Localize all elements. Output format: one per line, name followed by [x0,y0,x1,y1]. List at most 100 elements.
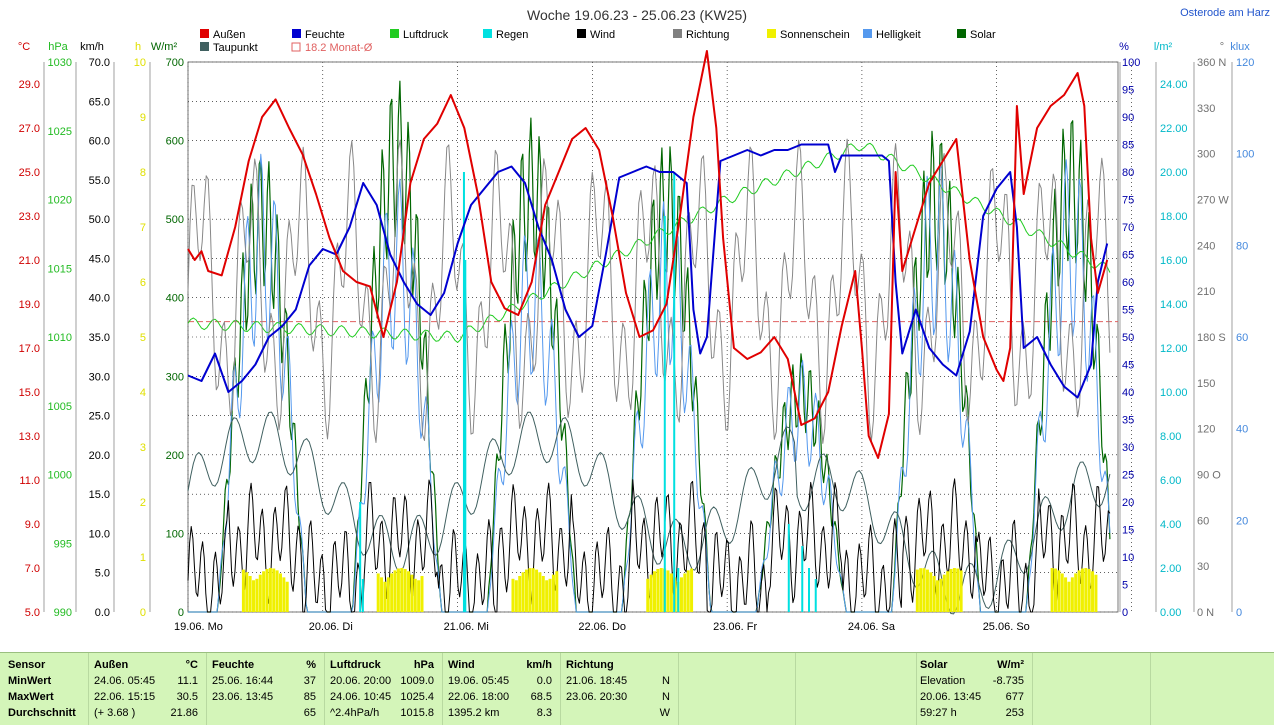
rain-tick: 2.00 [1160,563,1181,575]
x-label: 20.06. Di [309,621,353,633]
sunshine-bar [417,580,421,612]
sunshine-bar [255,578,259,612]
rain-tick: 16.00 [1160,255,1188,267]
footer-aussen-value: 30.5 [176,691,198,703]
humidity-tick: 85 [1122,140,1134,152]
sunhours-tick: 9 [140,112,146,124]
sunshine-bar [282,577,286,612]
footer-wind-time: 22.06. 18:00 [448,691,510,703]
footer-aussen-value: 21.86 [170,707,198,719]
sunshine-bar [272,568,276,612]
solar-tick: 500 [166,214,184,226]
footer-wind-time: 1395.2 km [448,707,500,719]
wind-unit: km/h [80,41,104,53]
sunshine-bar [929,572,933,612]
right-axes: 1009590858075706560555045403530252015105… [1119,41,1254,619]
footer-luftdruck-time: ^2.4hPa/h [330,707,380,719]
statistics-footer: Sensor Außen °C Feuchte% Luftdruck hPa Wind km/… [0,652,1274,725]
sunshine-bar [952,568,956,612]
sunshine-bar [258,574,262,612]
humidity-tick: 80 [1122,167,1134,179]
direction-tick: 180 S [1197,332,1226,344]
footer-solar-value: 677 [1005,691,1024,703]
rain-bar [801,546,804,612]
rain-tick: 0.00 [1160,607,1181,619]
location-label: Osterode am Harz [1180,7,1270,19]
legend-swatch [200,42,209,51]
humidity-unit: % [1119,41,1129,53]
sunshine-bar [686,570,690,612]
sunshine-bar [939,578,943,612]
sunshine-bar [649,574,653,612]
footer-header-richtung: Richtung [566,659,614,671]
footer-separator [795,653,796,725]
humidity-tick: 95 [1122,85,1134,97]
footer-header-feuchte-unit: % [306,659,316,671]
footer-richtung-value: N [662,675,670,687]
humidity-tick: 90 [1122,112,1134,124]
humidity-tick: 100 [1122,57,1140,69]
humidity-tick: 25 [1122,470,1134,482]
outside-temp-line [187,50,1109,459]
sunshine-bar [1070,577,1074,612]
sunshine-bar [922,568,926,612]
wind-tick: 20.0 [89,450,110,462]
rain-tick: 22.00 [1160,123,1188,135]
footer-separator [916,653,917,725]
sunshine-bar [535,569,539,612]
temp-tick: 25.0 [19,167,40,179]
sunshine-bar [1084,568,1088,612]
humidity-tick: 15 [1122,525,1134,537]
sunshine-bar [656,568,660,612]
rain-tick: 12.00 [1160,343,1188,355]
temp-tick: 21.0 [19,255,40,267]
temp-tick: 5.0 [25,607,40,619]
footer-wind-value: 8.3 [536,707,552,719]
wind-tick: 25.0 [89,411,110,423]
wind-tick: 35.0 [89,332,110,344]
sunshine-bar [1091,571,1095,612]
wind-tick: 5.0 [95,568,110,580]
footer-luftdruck-time: 24.06. 10:45 [330,691,392,703]
footer-aussen-value: 11.1 [177,675,198,687]
legend: Außen Feuchte Luftdruck Regen Wind Richtung So… [200,29,996,54]
wind-tick: 65.0 [89,96,110,108]
sunshine-bar [659,568,663,612]
rain-tick: 24.00 [1160,79,1188,91]
legend-swatch [957,29,966,38]
sunshine-bar [683,573,687,612]
sunshine-bar [666,570,670,612]
rain-tick: 8.00 [1160,431,1181,443]
footer-header-wind-unit: km/h [526,659,552,671]
footer-aussen-time: (+ 3.68 ) [94,707,136,719]
sunhours-unit: h [135,41,141,53]
footer-luftdruck-value: 1015.8 [400,707,434,719]
direction-tick: 150 [1197,378,1215,390]
footer-aussen-time: 24.06. 05:45 [94,675,156,687]
sunshine-bar [268,568,272,612]
brightness-tick: 120 [1236,57,1254,69]
sunshine-bar [1060,573,1064,612]
sunshine-bar [956,568,960,612]
sunshine-bar [252,580,256,612]
rain-bar [359,502,362,612]
x-axis-labels: 19.06. Mo 20.06. Di 21.06. Mi 22.06. Do 23.0… [174,621,1030,633]
sunshine-bar [1087,568,1091,612]
sunshine-bar [946,571,950,612]
temp-tick: 15.0 [19,387,40,399]
footer-solar-value: -8.735 [992,675,1024,687]
footer-wind-time: 19.06. 05:45 [448,675,510,687]
wind-tick: 45.0 [89,253,110,265]
direction-tick: 300 [1197,149,1215,161]
sunshine-bar [386,577,390,612]
footer-feuchte-value: 37 [303,675,316,687]
footer-separator [206,653,207,725]
weather-chart: 29.027.025.023.021.019.017.015.013.011.0… [18,7,1270,633]
sunshine-bar [545,580,549,612]
rain-tick: 20.00 [1160,167,1188,179]
x-label: 23.06. Fr [713,621,757,633]
wind-tick: 40.0 [89,293,110,305]
brightness-line [188,153,1111,613]
humidity-tick: 20 [1122,497,1134,509]
humidity-tick: 65 [1122,250,1134,262]
